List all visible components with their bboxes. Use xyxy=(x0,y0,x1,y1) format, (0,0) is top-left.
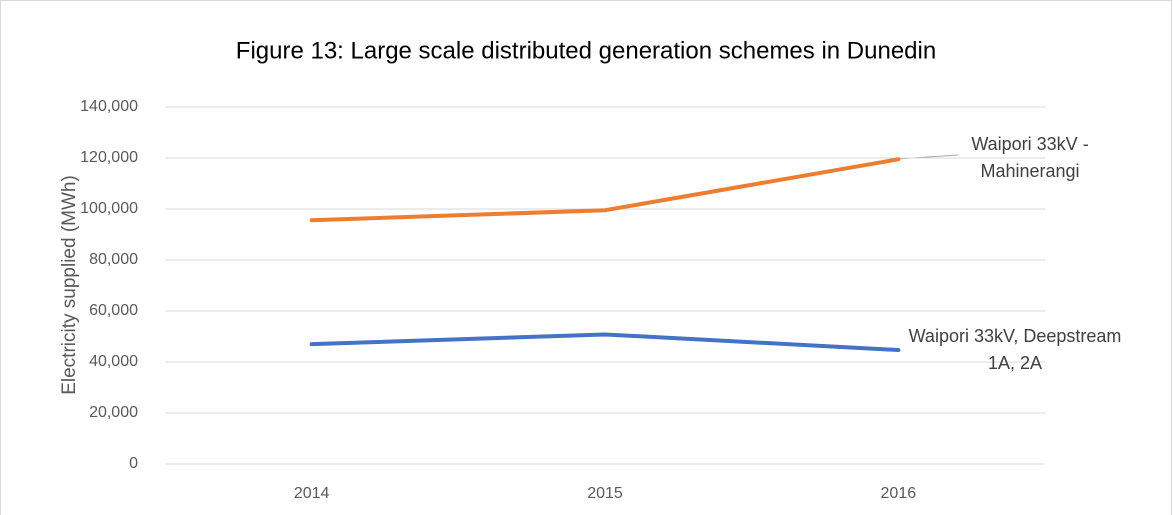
x-tick-label: 2015 xyxy=(587,485,623,502)
y-tick-label: 120,000 xyxy=(80,149,138,166)
y-tick-label: 80,000 xyxy=(89,251,138,268)
y-tick-label: 40,000 xyxy=(89,353,138,370)
y-tick-label: 0 xyxy=(129,455,138,472)
series-label: Waipori 33kV, Deepstream 1A, 2A xyxy=(908,326,1122,373)
chart-title: Figure 13: Large scale distributed gener… xyxy=(236,37,936,64)
x-tick-label: 2016 xyxy=(881,485,917,502)
series-line xyxy=(309,157,901,223)
y-tick-label: 100,000 xyxy=(80,200,138,217)
y-tick-label: 20,000 xyxy=(89,404,138,421)
y-tick-label: 140,000 xyxy=(80,98,138,115)
series-line xyxy=(309,332,901,353)
y-axis-label: Electricity supplied (MWh) xyxy=(59,175,80,395)
y-tick-label: 60,000 xyxy=(89,302,138,319)
series-label: Waipori 33kV - Mahinerangi xyxy=(971,134,1089,181)
x-tick-label: 2014 xyxy=(294,485,330,502)
